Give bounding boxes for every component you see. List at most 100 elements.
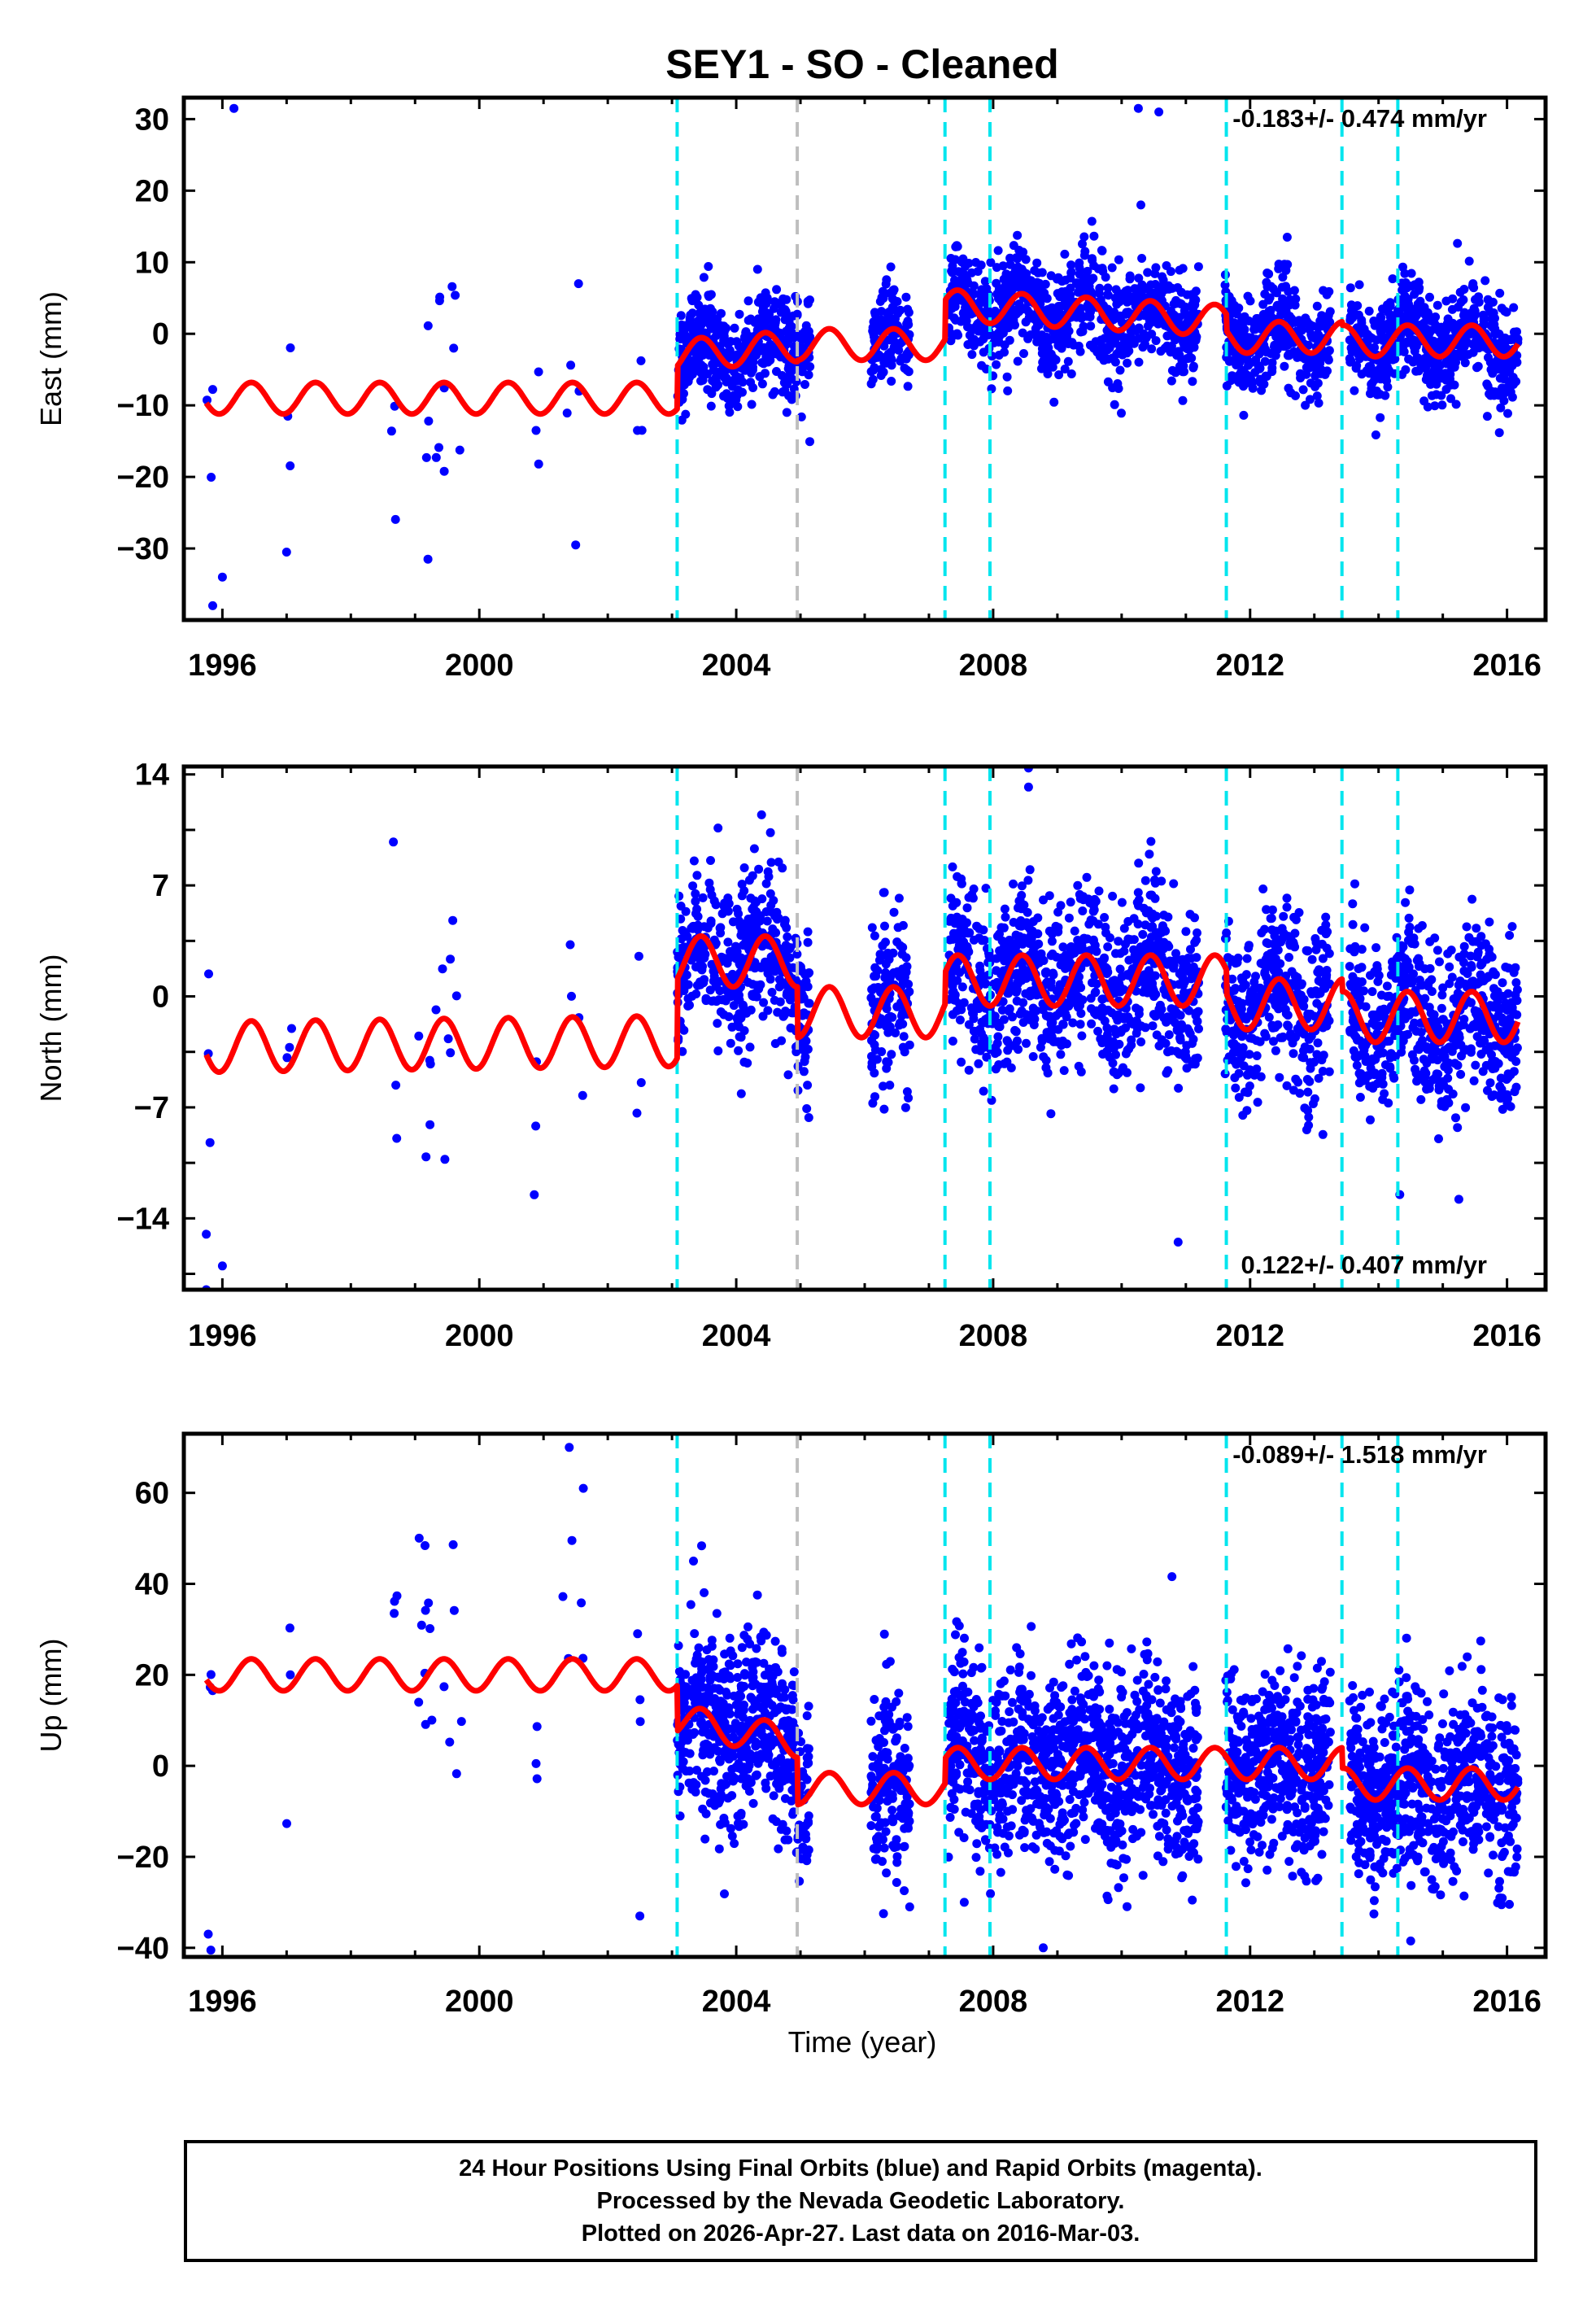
data-point [1001,912,1010,922]
data-point [1367,1018,1377,1028]
plot-area [203,98,1523,620]
data-point [1245,1050,1254,1059]
data-point [1024,308,1034,318]
data-point [1304,340,1313,350]
data-point [709,967,718,976]
data-point [766,858,776,867]
y-tick-label: 20 [135,174,169,208]
data-point [285,1042,294,1052]
data-point [879,367,888,377]
data-point [868,998,878,1008]
x-tick-label: 2004 [702,649,771,683]
data-point [1091,987,1101,997]
data-point [883,1013,893,1023]
data-point [1140,876,1150,885]
data-point [1235,357,1245,367]
data-point [1126,295,1136,304]
data-point [752,264,762,274]
data-point [1367,987,1377,997]
data-point [1004,989,1014,998]
data-point [1282,233,1292,242]
data-point [678,1046,687,1056]
data-point [1503,408,1512,418]
data-point [1385,298,1395,308]
x-tick-label: 1996 [188,649,257,683]
data-point [1064,913,1074,923]
data-point [720,898,730,908]
data-point [1192,953,1201,963]
data-point [867,1051,876,1061]
data-point [1012,968,1022,978]
data-point [1310,934,1320,943]
data-point [691,359,700,369]
data-point [1434,1134,1443,1143]
panel-1: 1996 2000 2004 2008 2012 20163020100−10−20−30… [34,95,1548,683]
data-point [1380,1060,1390,1070]
data-point [1044,1011,1054,1021]
data-point [1280,305,1289,315]
data-point [1046,977,1056,987]
data-point [870,963,880,972]
data-point [1284,349,1294,359]
data-point [765,828,775,837]
data-point [414,1031,424,1041]
data-point [1289,286,1299,295]
data-point [636,356,646,365]
data-point [1055,980,1065,989]
data-point [1267,914,1276,924]
data-point [1150,943,1160,953]
data-point [451,991,461,1001]
data-point [1279,330,1289,339]
data-point [1352,1053,1361,1063]
data-point [1401,898,1411,907]
data-point [778,863,787,873]
data-point [1100,1035,1109,1045]
data-point [1279,911,1289,921]
data-point [1499,366,1509,376]
data-point [1354,280,1364,290]
data-point [1405,923,1415,932]
data-point [1416,1094,1426,1104]
data-point [898,920,908,930]
data-point [1310,382,1320,391]
data-point [1167,365,1177,375]
data-point [1255,364,1265,373]
data-point [1377,365,1387,373]
data-point [991,1042,1001,1052]
data-point [1371,943,1381,953]
data-point [1272,1001,1282,1011]
data-point [1472,937,1481,946]
data-point [1510,1087,1520,1097]
data-point [703,385,713,395]
data-point [1430,401,1440,411]
data-point [1166,306,1176,316]
data-point [882,1004,892,1014]
data-point [678,334,687,343]
data-point [773,915,782,924]
data-point [1172,1024,1182,1034]
data-point [692,952,702,961]
data-point [1117,898,1127,907]
data-point [870,1092,879,1102]
data-point [1010,981,1020,991]
data-point [950,302,960,312]
data-point [1005,253,1015,263]
data-point [1345,314,1355,324]
data-point [1479,313,1489,323]
data-point [1140,339,1149,349]
data-point [757,379,767,389]
data-point [712,372,721,382]
data-point [1079,251,1089,260]
data-point [1303,946,1313,955]
data-point [747,400,757,409]
data-point [1489,984,1498,994]
data-point [1136,1037,1146,1046]
data-point [762,916,772,926]
data-point [1451,400,1461,409]
data-point [885,1081,895,1090]
data-point [745,1042,755,1052]
data-point [746,378,756,387]
data-point [1066,260,1076,270]
data-point [1117,408,1126,418]
data-point [885,335,895,345]
